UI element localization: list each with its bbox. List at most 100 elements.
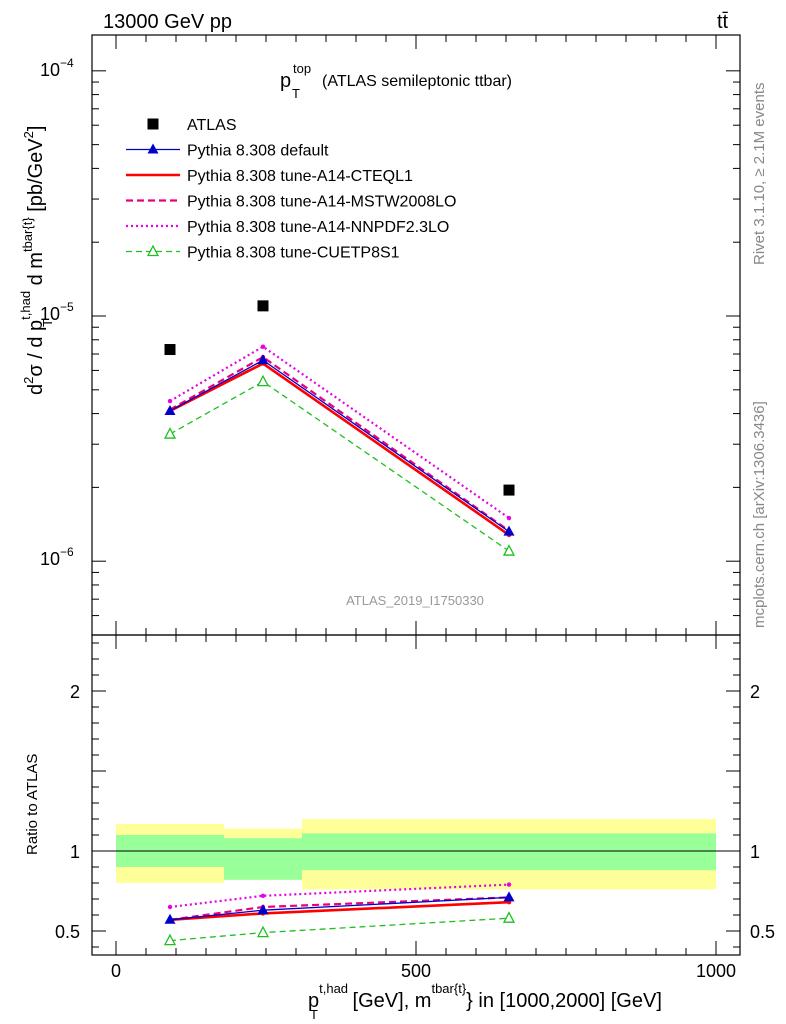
- main-point-default: [503, 525, 515, 536]
- legend-label-nnpdf: Pythia 8.308 tune-A14-NNPDF2.3LO: [187, 219, 449, 236]
- xlabel-p-sub: T: [310, 1007, 318, 1022]
- ratio-ytick-label-right: 0.5: [750, 922, 775, 942]
- process-label: tt̄: [717, 11, 729, 33]
- xtick-label: 1000: [696, 961, 736, 981]
- ylabel-unit-sup: 2: [21, 131, 36, 138]
- main-series-cteql1: [167, 361, 512, 538]
- analysis-watermark: ATLAS_2019_I1750330: [346, 593, 484, 608]
- main-point-marker: [257, 300, 269, 312]
- band-inner-1: [224, 838, 302, 880]
- title-sup: top: [293, 61, 311, 76]
- ytick-label-1e-6: 10−6: [40, 545, 74, 569]
- ratio-point-cuetp: [163, 933, 177, 946]
- ylabel-unit: [pb/GeV: [25, 138, 47, 218]
- ylabel-unit-end: ]: [25, 126, 47, 132]
- main-point-default: [257, 354, 269, 365]
- energy-label: 13000 GeV pp: [103, 11, 232, 33]
- ratio-point-default: [164, 913, 176, 924]
- title-p: p: [280, 70, 291, 92]
- ratio-series-mstw: [167, 895, 512, 922]
- ratio-series-layer: [163, 882, 516, 946]
- svg-text:pt,hadT [GeV], mtbar{t}} in [1: pt,had T [GeV], mtbar{t}} in [1000,2000] …: [308, 981, 662, 1022]
- ylabel-p-sub: T: [40, 319, 55, 327]
- ylabel-d-sup: 2: [21, 377, 36, 384]
- main-point-marker: [164, 344, 176, 356]
- ratio-ytick-label-right: 2: [750, 682, 760, 702]
- xlabel-p-sup: t,had: [319, 981, 348, 996]
- ylabel-p-sup: t,had: [18, 291, 33, 320]
- main-ytick-labels: 10−6 10−5 10−4: [40, 56, 74, 569]
- legend: ATLAS Pythia 8.308 default Pythia 8.308 tu…: [126, 117, 456, 262]
- ratio-ytick-label: 1: [70, 842, 80, 862]
- ratio-point-cuetp: [502, 911, 516, 923]
- legend-entry-default: Pythia 8.308 default: [126, 143, 329, 160]
- ratio-series-default: [164, 891, 515, 924]
- title-rest: (ATLAS semileptonic ttbar): [322, 73, 512, 90]
- xlabel: pt,had T [GeV], mtbar{t}} in [1000,2000] …: [308, 981, 662, 1022]
- main-axis-ticks: [92, 35, 740, 636]
- legend-entry-nnpdf: Pythia 8.308 tune-A14-NNPDF2.3LO: [126, 219, 449, 236]
- legend-entry-mstw: Pythia 8.308 tune-A14-MSTW2008LO: [126, 194, 456, 211]
- ratio-point-cuetp: [256, 925, 270, 938]
- main-line-cuetp: [169, 380, 510, 552]
- ratio-ytick-label: 2: [70, 682, 80, 702]
- ylabel-mid: d m: [25, 252, 47, 291]
- title-sub: T: [292, 86, 300, 101]
- xlabel-rest: } in [1000,2000] [GeV]: [466, 990, 662, 1012]
- main-point-nnpdf: [506, 515, 512, 521]
- ratio-tick-labels: 0.5 0.5 1 1 2 2 0 500 1000: [55, 682, 775, 981]
- xtick-label: 500: [401, 961, 431, 981]
- main-series-cuetp: [163, 374, 516, 556]
- ratio-axis-ticks: [92, 635, 740, 955]
- xlabel-p: p: [308, 990, 319, 1012]
- ratio-ytick-label-right: 1: [750, 842, 760, 862]
- main-series-mstw: [167, 354, 512, 534]
- xlabel-mid: [GeV], m: [347, 990, 431, 1012]
- legend-marker-default: [147, 143, 159, 154]
- main-series-marker: [164, 300, 515, 496]
- mcplots-label: mcplots.cern.ch [arXiv:1306.3436]: [751, 401, 768, 628]
- main-line-nnpdf: [169, 345, 510, 519]
- xlabel-m-sup: tbar{t}: [431, 981, 466, 996]
- legend-entry-cteql1: Pythia 8.308 tune-A14-CTEQL1: [126, 168, 413, 185]
- main-point-cuetp: [163, 427, 177, 439]
- band-inner-2: [302, 833, 716, 871]
- main-line-cteql1: [169, 362, 510, 536]
- legend-label-cuetp: Pythia 8.308 tune-CUETP8S1: [187, 245, 400, 262]
- main-ylabel: d2σ / d pt,hadT d mtbar{t} [pb/GeV2]: [18, 126, 55, 395]
- main-point-cuetp: [256, 374, 270, 387]
- ratio-ytick-label: 0.5: [55, 922, 80, 942]
- ratio-ylabel: Ratio to ATLAS: [24, 754, 41, 855]
- ratio-point-nnpdf: [167, 904, 173, 910]
- ylabel-sigma: σ / d p: [25, 320, 47, 377]
- ratio-series-cuetp: [163, 911, 516, 946]
- ratio-line-cuetp: [169, 917, 510, 942]
- legend-label-mstw: Pythia 8.308 tune-A14-MSTW2008LO: [187, 194, 456, 211]
- main-point-marker: [503, 484, 515, 496]
- ratio-point-default: [503, 891, 515, 902]
- ylabel-m-sup: tbar{t}: [20, 217, 35, 252]
- ytick-label-1e-4: 10−4: [40, 56, 74, 80]
- legend-label-cteql1: Pythia 8.308 tune-A14-CTEQL1: [187, 168, 413, 185]
- xtick-label: 0: [111, 961, 121, 981]
- main-point-nnpdf: [167, 398, 173, 404]
- ratio-line-nnpdf: [169, 883, 510, 909]
- main-point-nnpdf: [260, 344, 266, 349]
- main-line-mstw: [169, 355, 510, 532]
- legend-entry-marker: ATLAS: [147, 117, 237, 134]
- ratio-point-nnpdf: [260, 893, 266, 898]
- legend-marker-marker: [147, 118, 159, 130]
- main-series-nnpdf: [167, 344, 512, 521]
- ylabel-d: d: [25, 384, 47, 395]
- ratio-point-default: [257, 904, 269, 915]
- main-series-layer: [163, 300, 516, 556]
- legend-label-default: Pythia 8.308 default: [187, 143, 329, 160]
- legend-marker-cuetp: [146, 244, 160, 257]
- legend-entry-cuetp: Pythia 8.308 tune-CUETP8S1: [126, 245, 400, 262]
- ratio-series-nnpdf: [167, 882, 512, 910]
- legend-label-marker: ATLAS: [187, 117, 237, 134]
- svg-text:d2σ / d pt,hadT d mtbar{t} [pb: d2σ / d pt,hadT d mtbar{t} [pb/GeV2]: [18, 126, 55, 395]
- main-point-default: [164, 404, 176, 415]
- main-series-default: [164, 354, 515, 536]
